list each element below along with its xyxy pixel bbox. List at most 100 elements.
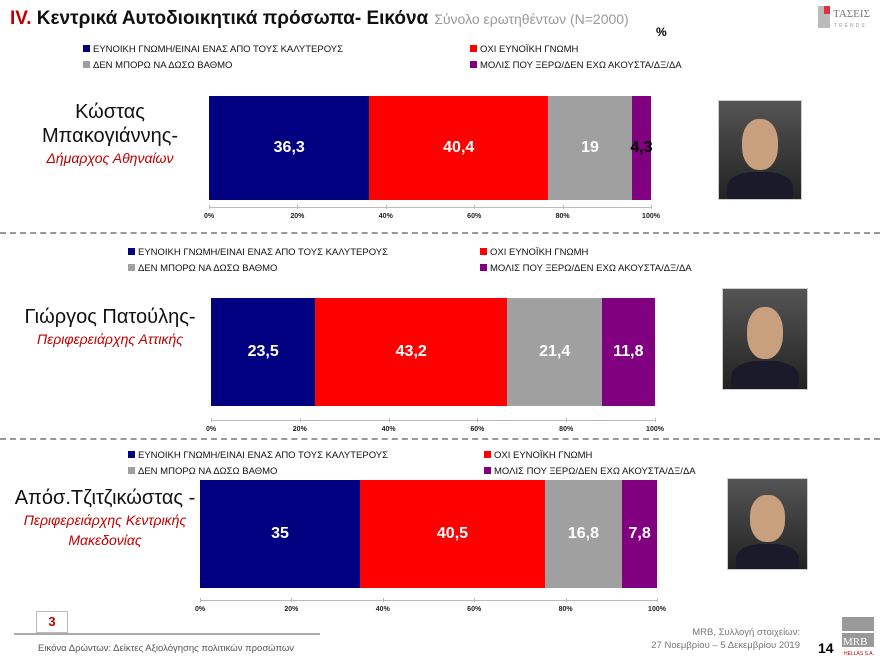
section-divider: [0, 438, 880, 440]
person-name: Γιώργος Πατούλης-: [24, 306, 196, 328]
legend-item: ΜΟΛΙΣ ΠΟΥ ΞΕΡΩ/ΔΕΝ ΕΧΩ ΑΚΟΥΣΤΑ/ΔΞ/ΔΑ: [480, 263, 692, 274]
tick-mark: [474, 205, 476, 209]
tick-mark: [297, 205, 299, 209]
tick-mark: [655, 418, 656, 422]
x-axis: [211, 420, 655, 421]
bar-segment-barely_know: 11,8: [602, 298, 655, 406]
section-number: IV.: [10, 8, 32, 29]
person-name-block: Κώστας Μπακογιάννης- Δήμαρχος Αθηναίων: [10, 100, 210, 168]
legend-item: ΟΧΙ ΕΥΝΟΪΚΗ ΓΝΩΜΗ: [470, 44, 578, 55]
tick-label: 0%: [205, 426, 217, 433]
legend-label: ΟΧΙ ΕΥΝΟΪΚΗ ΓΝΩΜΗ: [480, 44, 579, 55]
bar-segment-cannot_rate: 21,4: [507, 298, 603, 406]
legend-swatch: [480, 248, 487, 255]
data-label: 11,8: [613, 343, 644, 360]
stacked-bar: 36,3 40,4 19 4,3: [209, 96, 653, 200]
legend-label: ΕΥΝΟΙΚΗ ΓΝΩΜΗ/ΕΙΝΑΙ ΕΝΑΣ ΑΠΟ ΤΟΥΣ ΚΑΛΥΤΕ…: [93, 44, 344, 55]
legend-swatch: [128, 467, 135, 474]
legend-swatch: [470, 45, 477, 52]
legend-label: ΔΕΝ ΜΠΟΡΩ ΝΑ ΔΩΣΩ ΒΑΘΜΟ: [138, 466, 278, 477]
slide-title: IV. Κεντρικά Αυτοδιοικητικά πρόσωπα- Εικ…: [10, 8, 629, 30]
person-photo: [718, 100, 802, 200]
bar-segment-favorable: 36,3: [209, 96, 370, 200]
tick-mark: [291, 598, 293, 602]
tick-mark: [562, 205, 564, 209]
x-axis: [209, 207, 651, 208]
legend-item: ΔΕΝ ΜΠΟΡΩ ΝΑ ΔΩΣΩ ΒΑΘΜΟ: [128, 466, 277, 477]
tick-label: 100%: [648, 606, 666, 613]
bar-segment-barely_know: 4,3: [630, 96, 653, 200]
tick-label: 60%: [467, 213, 482, 220]
legend-swatch: [83, 45, 90, 52]
footer-source: MRB, Συλλογή στοιχείων: 27 Νοεμβρίου – 5 …: [600, 626, 800, 652]
footer-caption: Εικόνα Δρώντων: Δείκτες Αξιολόγησης πολι…: [38, 643, 295, 654]
tick-mark: [651, 205, 652, 209]
data-label: 40,5: [436, 525, 469, 542]
person-photo: [727, 478, 808, 570]
tick-mark: [382, 598, 384, 602]
tick-label: 40%: [378, 213, 393, 220]
footer-divider: [14, 633, 320, 635]
x-axis: [200, 600, 657, 601]
subtitle: Σύνολο ερωτηθέντων (Ν=2000): [434, 11, 629, 27]
person-photo: [722, 288, 808, 390]
person-name: Απόσ.Τζιτζικώστας -: [14, 487, 196, 509]
unit-label: %: [656, 25, 667, 39]
legend-label: ΕΥΝΟΙΚΗ ΓΝΩΜΗ/ΕΙΝΑΙ ΕΝΑΣ ΑΠΟ ΤΟΥΣ ΚΑΛΥΤΕ…: [138, 450, 389, 461]
page-number: 14: [818, 640, 834, 656]
legend-label: ΔΕΝ ΜΠΟΡΩ ΝΑ ΔΩΣΩ ΒΑΘΜΟ: [138, 263, 278, 274]
tick-label: 40%: [375, 606, 390, 613]
bar-segment-unfavorable: 43,2: [315, 298, 508, 406]
data-label: 21,4: [539, 343, 571, 360]
bar-segment-barely_know: 7,8: [621, 480, 658, 588]
legend-item: ΟΧΙ ΕΥΝΟΪΚΗ ΓΝΩΜΗ: [480, 247, 588, 258]
legend-swatch: [470, 61, 477, 68]
person-name-block: Απόσ.Τζιτζικώστας - Περιφερειάρχης Κεντρι…: [10, 486, 200, 550]
tick-label: 80%: [559, 426, 574, 433]
tick-label: 60%: [467, 606, 482, 613]
legend-label: ΟΧΙ ΕΥΝΟΪΚΗ ΓΝΩΜΗ: [494, 450, 593, 461]
tick-label: 40%: [381, 426, 396, 433]
legend-swatch: [128, 264, 135, 271]
tick-mark: [388, 418, 390, 422]
legend-label: ΟΧΙ ΕΥΝΟΪΚΗ ΓΝΩΜΗ: [490, 247, 589, 258]
legend-item: ΔΕΝ ΜΠΟΡΩ ΝΑ ΔΩΣΩ ΒΑΘΜΟ: [128, 263, 277, 274]
tick-label: 20%: [290, 213, 305, 220]
data-label: 43,2: [395, 343, 427, 360]
data-label: 16,8: [567, 525, 599, 542]
legend-item: ΟΧΙ ΕΥΝΟΪΚΗ ΓΝΩΜΗ: [484, 450, 592, 461]
legend-label: ΔΕΝ ΜΠΟΡΩ ΝΑ ΔΩΣΩ ΒΑΘΜΟ: [93, 60, 233, 71]
tick-mark: [200, 598, 201, 602]
legend-item: ΜΟΛΙΣ ΠΟΥ ΞΕΡΩ/ΔΕΝ ΕΧΩ ΑΚΟΥΣΤΑ/ΔΞ/ΔΑ: [470, 60, 682, 71]
tick-mark: [211, 418, 212, 422]
bar-segment-unfavorable: 40,5: [359, 480, 546, 588]
bar-segment-unfavorable: 40,4: [369, 96, 548, 200]
tick-label: 80%: [555, 213, 570, 220]
legend-item: ΔΕΝ ΜΠΟΡΩ ΝΑ ΔΩΣΩ ΒΑΘΜΟ: [83, 60, 232, 71]
legend-swatch: [484, 467, 491, 474]
legend-item: ΜΟΛΙΣ ΠΟΥ ΞΕΡΩ/ΔΕΝ ΕΧΩ ΑΚΟΥΣΤΑ/ΔΞ/ΔΑ: [484, 466, 696, 477]
person-name-block: Γιώργος Πατούλης- Περιφερειάρχης Αττικής: [10, 305, 210, 349]
data-label: 40,4: [443, 139, 475, 156]
legend-swatch: [83, 61, 90, 68]
tick-mark: [566, 418, 568, 422]
legend-swatch: [128, 451, 135, 458]
legend-item: ΕΥΝΟΙΚΗ ΓΝΩΜΗ/ΕΙΝΑΙ ΕΝΑΣ ΑΠΟ ΤΟΥΣ ΚΑΛΥΤΕ…: [83, 44, 343, 55]
person-role: Περιφερειάρχης Αττικής: [36, 331, 184, 347]
tick-mark: [209, 205, 210, 209]
mrb-logo: MRB HELLAS S.A.: [842, 617, 874, 657]
data-label: 7,8: [628, 525, 651, 542]
tick-mark: [565, 598, 567, 602]
tick-mark: [657, 598, 658, 602]
svg-text:MRB: MRB: [843, 636, 867, 648]
bar-segment-favorable: 23,5: [211, 298, 316, 406]
tick-label: 20%: [284, 606, 299, 613]
bar-segment-favorable: 35: [200, 480, 360, 588]
data-label: 36,3: [273, 139, 305, 156]
bar-segment-cannot_rate: 19: [548, 96, 632, 200]
legend-swatch: [484, 451, 491, 458]
data-label: 35: [271, 525, 289, 542]
legend-label: ΜΟΛΙΣ ΠΟΥ ΞΕΡΩ/ΔΕΝ ΕΧΩ ΑΚΟΥΣΤΑ/ΔΞ/ΔΑ: [480, 60, 682, 71]
svg-text:ΤΑΣΕΙΣ: ΤΑΣΕΙΣ: [833, 8, 870, 20]
